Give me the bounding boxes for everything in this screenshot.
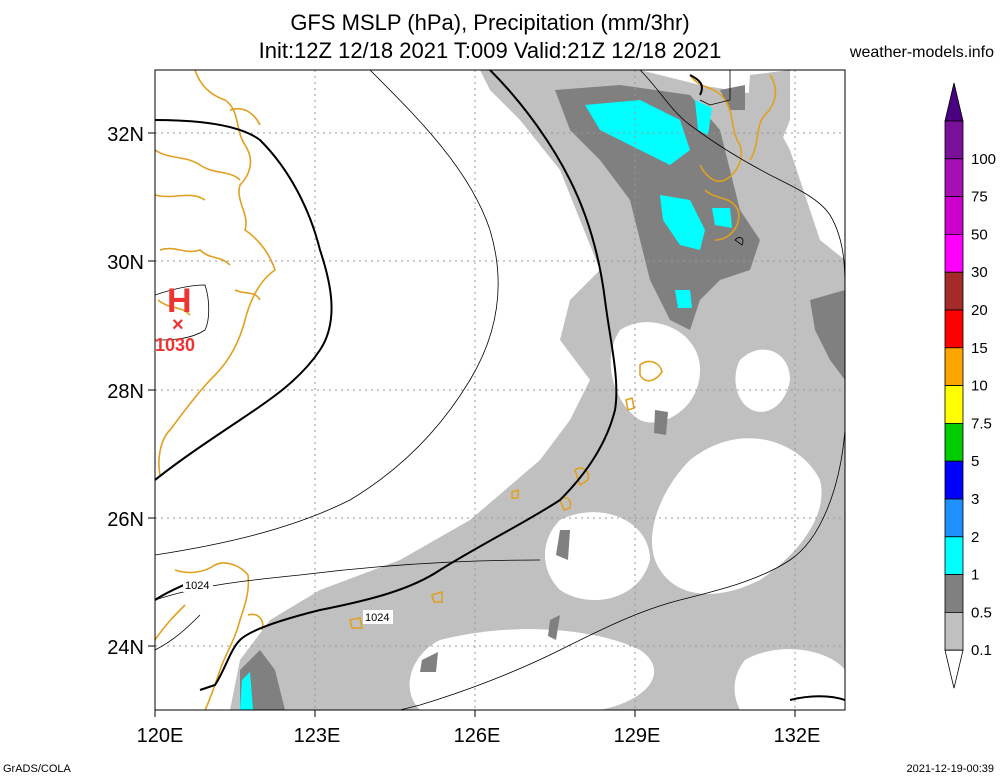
- colorbar-label: 15: [971, 340, 988, 357]
- colorbar-segment: [944, 574, 964, 613]
- precip-heavy: [240, 100, 732, 710]
- colorbar-label: 20: [971, 302, 988, 319]
- high-pressure-value: 1030: [155, 335, 195, 355]
- footer-software: GrADS/COLA: [3, 763, 71, 775]
- site-label: weather-models.info: [849, 44, 994, 61]
- precip-gaps: [409, 322, 845, 710]
- colorbar-segment: [944, 460, 964, 500]
- colorbar: 100 75 50 30 20 15 10 7.5 5 3 2 1 0.5 0.1: [944, 82, 996, 689]
- colorbar-label: 2: [971, 529, 979, 546]
- colorbar-segment: [944, 498, 964, 538]
- high-pressure-marker: ×: [172, 314, 184, 336]
- lat-label: 24N: [107, 637, 144, 659]
- colorbar-segment: [944, 233, 964, 273]
- high-pressure-symbol: H: [167, 282, 192, 320]
- colorbar-segment: [944, 120, 964, 160]
- footer-timestamp: 2021-12-19-00:39: [906, 763, 994, 775]
- lat-label: 28N: [107, 381, 144, 403]
- colorbar-label: 10: [971, 378, 988, 395]
- colorbar-label: 7.5: [971, 415, 992, 432]
- colorbar-segment: [944, 347, 964, 386]
- lon-label: 126E: [454, 725, 501, 747]
- colorbar-top-arrow: [944, 82, 964, 122]
- isobar-labels: 1024 1024: [183, 578, 393, 624]
- lat-label: 26N: [107, 509, 144, 531]
- colorbar-segment: [944, 309, 964, 349]
- coastlines: [155, 70, 777, 710]
- colorbar-segment: [944, 385, 964, 424]
- colorbar-label: 100: [971, 151, 996, 168]
- map-area: 1024 1024 H × 1030: [155, 70, 845, 710]
- lat-label: 32N: [107, 124, 144, 146]
- colorbar-label: 75: [971, 189, 988, 206]
- isobar-label: 1024: [185, 580, 209, 592]
- colorbar-segment: [944, 422, 964, 462]
- colorbar-label: 30: [971, 264, 988, 281]
- colorbar-segment: [944, 158, 964, 198]
- chart-title: GFS MSLP (hPa), Precipitation (mm/3hr): [290, 10, 690, 35]
- high-pressure-center: H × 1030: [155, 282, 195, 355]
- colorbar-label: 1: [971, 567, 979, 584]
- precip-mid: [240, 85, 845, 710]
- lat-labels: 32N 30N 28N 26N 24N: [107, 124, 144, 659]
- isobar-label: 1024: [365, 612, 389, 624]
- chart-subtitle: Init:12Z 12/18 2021 T:009 Valid:21Z 12/1…: [258, 38, 722, 63]
- grid-lines: [155, 70, 845, 710]
- colorbar-segment: [944, 271, 964, 311]
- lat-label: 30N: [107, 252, 144, 274]
- colorbar-label: 50: [971, 226, 988, 243]
- colorbar-bottom-arrow: [944, 649, 964, 689]
- lon-labels: 120E 123E 126E 129E 132E: [137, 725, 821, 747]
- lon-label: 132E: [774, 725, 821, 747]
- colorbar-segment: [944, 536, 964, 575]
- tick-marks: [148, 132, 796, 717]
- colorbar-segment: [944, 612, 964, 651]
- lon-label: 129E: [614, 725, 661, 747]
- colorbar-label: 0.5: [971, 604, 992, 621]
- colorbar-segment: [944, 196, 964, 235]
- colorbar-label: 3: [971, 491, 979, 508]
- lon-label: 120E: [137, 725, 184, 747]
- lon-label: 123E: [294, 725, 341, 747]
- colorbar-label: 5: [971, 453, 979, 470]
- colorbar-label: 0.1: [971, 642, 992, 659]
